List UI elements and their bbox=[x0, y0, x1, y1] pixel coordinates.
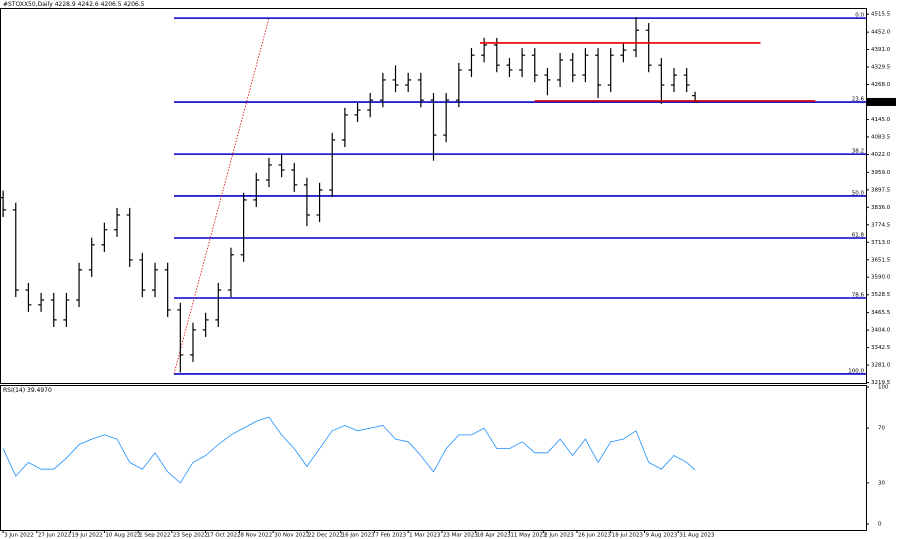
y-tick-label: 70 bbox=[878, 426, 885, 432]
x-tick-label: 19 Jul 2022 bbox=[72, 533, 103, 539]
y-tick-label: 3651.5 bbox=[871, 257, 891, 263]
y-tick-label: 4452.0 bbox=[871, 30, 891, 36]
x-tick-label: 26 Jun 2023 bbox=[578, 533, 612, 539]
price-panel bbox=[0, 8, 867, 384]
y-tick-label: 3590.0 bbox=[871, 275, 891, 281]
fib-label: 61.8 bbox=[852, 233, 865, 239]
y-tick-label: 3713.0 bbox=[871, 240, 891, 246]
y-tick-label: 30 bbox=[878, 480, 885, 486]
y-tick-label: 4022.0 bbox=[871, 152, 891, 158]
x-tick-label: 11 May 2023 bbox=[510, 533, 546, 539]
x-tick-label: 27 Jun 2022 bbox=[38, 533, 71, 539]
x-tick-label: 18 Apr 2023 bbox=[477, 533, 512, 539]
y-tick-label: 3465.5 bbox=[871, 310, 891, 316]
x-tick-label: 9 Aug 2023 bbox=[645, 533, 677, 539]
x-tick-label: 30 Nov 2022 bbox=[274, 533, 309, 539]
last-price-label: 4206.5 bbox=[869, 99, 889, 105]
x-tick-label: 7 Feb 2023 bbox=[375, 533, 406, 539]
fib-label: 23.6 bbox=[852, 97, 865, 103]
chart-title: #STOXX50,Daily bbox=[3, 1, 53, 8]
rsi-line bbox=[2, 416, 696, 484]
chart-header: #STOXX50,Daily 4228.9 4242.6 4206.5 4206… bbox=[3, 1, 145, 8]
y-tick-label: 4083.5 bbox=[871, 134, 891, 140]
trendline bbox=[173, 18, 270, 375]
y-tick-label: 3404.0 bbox=[871, 328, 891, 334]
y-tick-label: 3774.5 bbox=[871, 222, 891, 228]
x-tick-label: 2 Jun 2023 bbox=[544, 533, 574, 539]
fib-label: 50.0 bbox=[852, 190, 865, 196]
fib-label: 38.2 bbox=[852, 149, 864, 155]
x-tick-label: 18 Jul 2023 bbox=[612, 533, 644, 539]
x-tick-label: 31 Aug 2023 bbox=[679, 533, 715, 539]
y-tick-label: 100 bbox=[878, 385, 889, 391]
low-value: 4206.5 bbox=[101, 1, 122, 8]
y-tick-label: 4145.0 bbox=[871, 117, 891, 123]
x-tick-label: 22 Dec 2022 bbox=[308, 533, 343, 539]
y-tick-label: 0 bbox=[878, 522, 882, 528]
fib-label: 78.6 bbox=[852, 292, 865, 298]
fib-label: 0.0 bbox=[855, 13, 864, 19]
x-tick-label: 3 Jun 2022 bbox=[4, 533, 34, 539]
rsi-title: RSI(14) bbox=[3, 387, 25, 394]
rsi-header: RSI(14) 39.4970 bbox=[3, 387, 52, 394]
y-tick-label: 4515.5 bbox=[871, 12, 891, 18]
y-tick-label: 3281.0 bbox=[871, 363, 891, 369]
rsi-panel bbox=[0, 385, 867, 531]
rsi-current: 39.4970 bbox=[27, 387, 52, 394]
x-tick-label: 1 Sep 2022 bbox=[139, 533, 170, 539]
y-tick-label: 4391.0 bbox=[871, 47, 891, 53]
y-tick-label: 4268.0 bbox=[871, 82, 891, 88]
y-tick-label: 3897.5 bbox=[871, 187, 891, 193]
fib-label: 100.0 bbox=[848, 368, 864, 374]
open-value: 4228.9 bbox=[55, 1, 76, 8]
x-tick-label: 1 Mar 2023 bbox=[409, 533, 441, 539]
y-tick-label: 3528.5 bbox=[871, 292, 891, 298]
x-tick-label: 16 Jan 2023 bbox=[342, 533, 375, 539]
x-tick-label: 17 Oct 2022 bbox=[207, 533, 241, 539]
last-price-box bbox=[866, 97, 896, 106]
x-tick-label: 23 Sep 2022 bbox=[173, 533, 208, 539]
y-tick-label: 3836.0 bbox=[871, 205, 891, 211]
y-tick-label: 3219.5 bbox=[871, 380, 891, 386]
y-tick-label: 4329.5 bbox=[871, 64, 891, 70]
x-tick-label: 8 Nov 2022 bbox=[240, 533, 272, 539]
y-tick-label: 3959.0 bbox=[871, 170, 891, 176]
high-value: 4242.6 bbox=[78, 1, 99, 8]
x-tick-label: 23 Mar 2023 bbox=[443, 533, 478, 539]
close-value: 4206.5 bbox=[123, 1, 144, 8]
y-tick-label: 3342.5 bbox=[871, 345, 891, 351]
x-tick-label: 10 Aug 2022 bbox=[105, 533, 140, 539]
